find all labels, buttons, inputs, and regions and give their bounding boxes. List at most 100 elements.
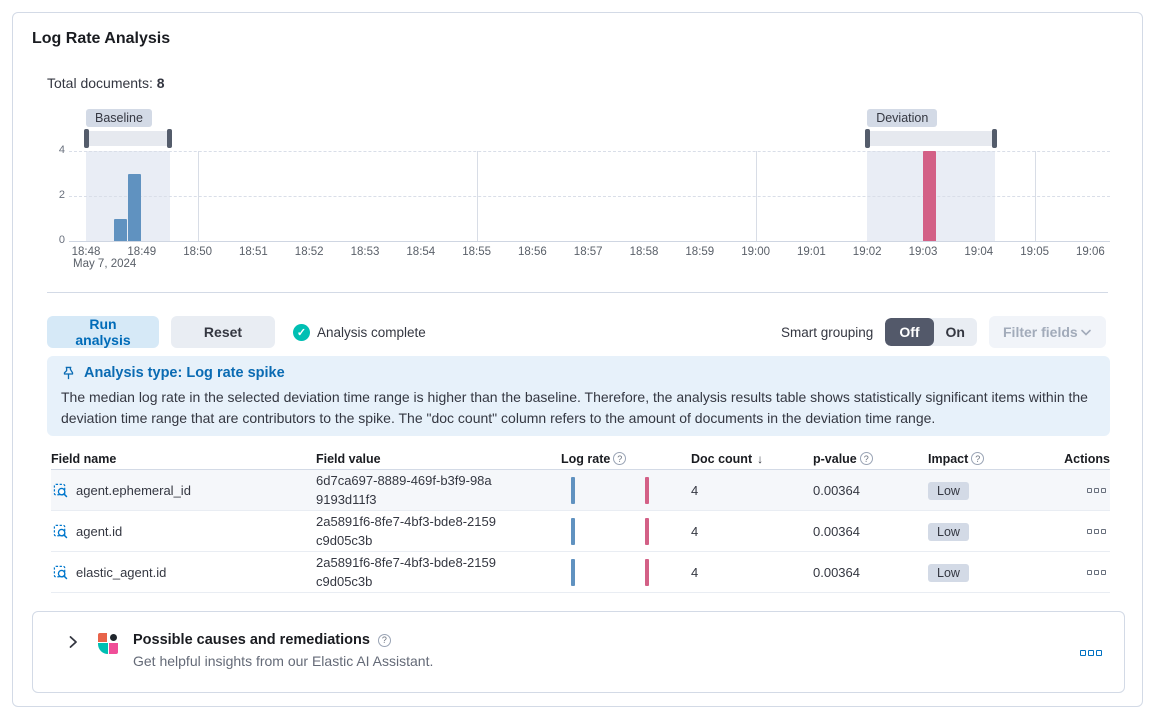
check-circle-icon: ✓ (293, 323, 310, 341)
accordion-subtitle: Get helpful insights from our Elastic AI… (133, 653, 434, 669)
smart-grouping-label: Smart grouping (781, 324, 874, 340)
x-axis-label: 18:48 (71, 246, 101, 258)
y-axis-label: 0 (58, 234, 65, 246)
sort-descending-icon: ↓ (757, 451, 764, 466)
actions-menu-icon[interactable] (1087, 529, 1106, 534)
x-axis-label: 18:55 (462, 246, 491, 258)
analysis-results-table: Field name Field value Log rate Doc coun… (51, 448, 1110, 593)
header-field-value: Field value (316, 451, 381, 466)
x-axis-label: 18:58 (629, 246, 659, 258)
header-log-rate: Log rate (561, 452, 691, 466)
baseline-brush[interactable] (86, 131, 170, 146)
header-impact-label: Impact (928, 451, 969, 466)
doc-count-cell: 4 (691, 565, 699, 580)
x-axis-line (69, 241, 1110, 242)
field-value-cell: 6d7ca697-8889-469f-b3f9-98a9193d11f3 (316, 472, 561, 508)
header-doc-count[interactable]: Doc count ↓ (691, 452, 813, 466)
y-axis-label: 2 (58, 189, 65, 201)
y-gridline (69, 151, 1110, 152)
x-gridline (197, 151, 199, 241)
accordion-header[interactable]: Possible causes and remediations Get hel… (66, 632, 433, 669)
run-analysis-button[interactable]: Run analysis (47, 316, 159, 348)
actions-menu-icon[interactable] (1087, 570, 1106, 575)
table-row: elastic_agent.id 2a5891f6-8fe7-4bf3-bde8… (51, 552, 1110, 593)
field-name-cell: agent.ephemeral_id (51, 483, 316, 498)
deviation-brush-handle-left[interactable] (865, 129, 871, 148)
doc-count-cell: 4 (691, 524, 699, 539)
p-value-cell: 0.00364 (813, 565, 860, 580)
field-value-cell: 2a5891f6-8fe7-4bf3-bde8-2159c9d05c3b (316, 554, 561, 590)
header-impact: Impact (928, 452, 1043, 466)
filter-field-icon[interactable] (53, 565, 68, 580)
impact-cell: Low (928, 522, 1043, 541)
header-p-value-label: p-value (813, 451, 857, 466)
actions-menu-icon[interactable] (1087, 488, 1106, 493)
table-header-row: Field name Field value Log rate Doc coun… (51, 448, 1110, 470)
field-value-cell: 2a5891f6-8fe7-4bf3-bde8-2159c9d05c3b (316, 513, 561, 549)
x-gridline (1034, 151, 1036, 241)
header-log-rate-label: Log rate (561, 451, 611, 466)
total-documents-value: 8 (156, 75, 165, 91)
chevron-right-icon[interactable] (66, 635, 80, 649)
baseline-mini-bar (571, 518, 575, 545)
smart-grouping-off-button[interactable]: Off (885, 318, 934, 346)
deviation-brush[interactable] (867, 131, 995, 146)
field-value: 2a5891f6-8fe7-4bf3-bde8-2159c9d05c3b (316, 514, 496, 548)
x-axis-label: 18:57 (573, 246, 603, 258)
log-rate-mini-chart (561, 552, 691, 593)
impact-cell: Low (928, 481, 1043, 500)
elastic-ai-assistant-icon (98, 633, 119, 654)
x-axis-label: 19:03 (908, 246, 938, 258)
actions-cell (1043, 570, 1110, 575)
document-count-chart: Baseline Deviation 4 2 0 18:48 18:49 18:50 18:51… (13, 109, 1144, 279)
x-axis-label: 18:56 (518, 246, 547, 258)
page-title: Log Rate Analysis (32, 30, 171, 47)
impact-cell: Low (928, 563, 1043, 582)
assistant-menu-icon[interactable] (1080, 650, 1102, 656)
section-divider (47, 292, 1108, 293)
chevron-down-icon (1081, 329, 1091, 336)
reset-button[interactable]: Reset (171, 316, 275, 348)
callout-body: The median log rate in the selected devi… (61, 389, 1088, 426)
question-icon[interactable] (859, 452, 873, 465)
x-axis-label: 19:02 (852, 246, 882, 258)
field-name: elastic_agent.id (76, 565, 167, 580)
baseline-brush-handle-right[interactable] (166, 129, 172, 148)
field-value: 6d7ca697-8889-469f-b3f9-98a9193d11f3 (316, 473, 492, 507)
deviation-mini-bar (645, 518, 649, 545)
deviation-mini-bar (645, 477, 649, 504)
y-gridline (69, 196, 1110, 197)
field-value: 2a5891f6-8fe7-4bf3-bde8-2159c9d05c3b (316, 555, 496, 589)
x-gridline (476, 151, 478, 241)
impact-badge: Low (928, 481, 969, 500)
question-icon[interactable] (613, 452, 627, 465)
deviation-mini-bar (645, 559, 649, 586)
p-value-cell: 0.00364 (813, 524, 860, 539)
x-axis-label: 18:49 (127, 246, 157, 258)
log-rate-mini-chart (561, 511, 691, 552)
analysis-status: ✓ Analysis complete (293, 323, 426, 341)
y-axis-label: 4 (58, 144, 65, 156)
smart-grouping-on-button[interactable]: On (945, 324, 965, 340)
question-icon[interactable] (377, 633, 391, 647)
x-axis-label: 19:04 (964, 246, 994, 258)
filter-field-icon[interactable] (53, 524, 68, 539)
x-axis-label: 18:59 (685, 246, 715, 258)
deviation-brush-handle-right[interactable] (991, 129, 997, 148)
field-name-cell: elastic_agent.id (51, 565, 316, 580)
field-name: agent.id (76, 524, 123, 539)
x-axis-label: 19:06 (1076, 246, 1105, 258)
x-axis-label: 18:53 (350, 246, 380, 258)
question-icon[interactable] (971, 452, 985, 465)
total-documents-label: Total documents: (47, 75, 153, 91)
filter-field-icon[interactable] (53, 483, 68, 498)
header-field-name: Field name (51, 451, 117, 466)
baseline-brush-handle-left[interactable] (84, 129, 89, 148)
header-p-value: p-value (813, 452, 928, 466)
callout-title-row: Analysis type: Log rate spike (61, 365, 1096, 381)
possible-causes-accordion: Possible causes and remediations Get hel… (32, 611, 1125, 693)
filter-fields-button[interactable]: Filter fields (989, 316, 1106, 348)
x-axis-label: 19:00 (741, 246, 770, 258)
x-axis-date-label: May 7, 2024 (73, 258, 137, 270)
smart-grouping-toggle: Off On (885, 318, 977, 346)
